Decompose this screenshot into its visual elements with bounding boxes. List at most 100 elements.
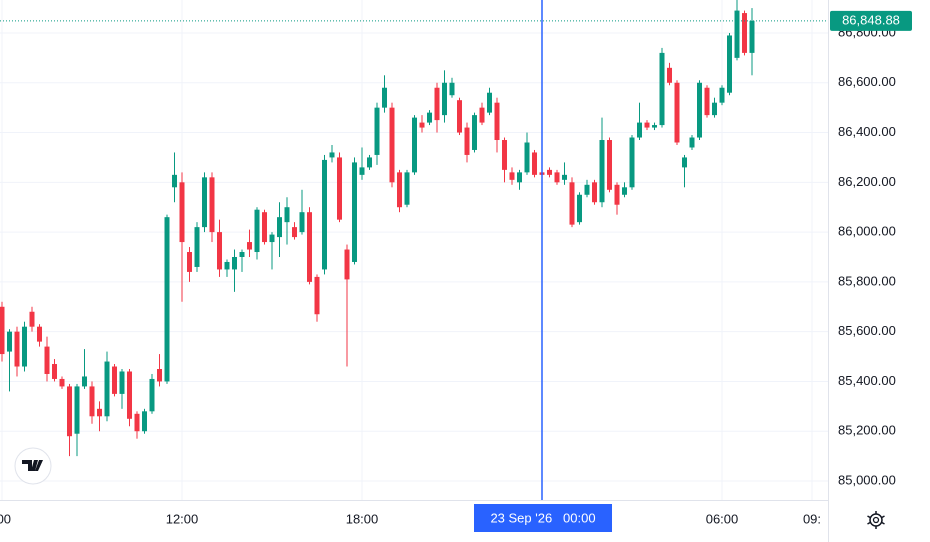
candle-body	[277, 217, 283, 238]
candle-body	[329, 152, 335, 158]
candle-body	[554, 172, 560, 183]
candle-body	[704, 87, 710, 116]
candle-body	[217, 232, 223, 270]
y-tick-label: 85,400.00	[838, 373, 896, 388]
candle-body	[134, 413, 140, 432]
candle-body	[674, 82, 680, 143]
candle-body	[22, 326, 28, 367]
x-tick-label: 12:00	[166, 511, 199, 526]
candle-body	[412, 117, 418, 173]
y-tick-label: 85,000.00	[838, 472, 896, 487]
candle-body	[262, 212, 268, 243]
candle-body	[569, 182, 575, 225]
candle-body	[532, 152, 538, 175]
candle-body	[292, 227, 298, 238]
candle-body	[599, 140, 605, 203]
y-tick-label: 85,200.00	[838, 423, 896, 438]
candle-body	[719, 87, 725, 103]
candle-body	[104, 361, 110, 417]
candle-body	[0, 306, 5, 355]
last-price-label: 86,848.88	[842, 12, 900, 27]
candle-body	[667, 67, 673, 83]
candle-body	[224, 261, 230, 270]
y-tick-label: 86,000.00	[838, 224, 896, 239]
candle-body	[44, 346, 50, 374]
candle-body	[52, 364, 58, 379]
candle-body	[29, 311, 35, 327]
candle-body	[284, 207, 290, 223]
candle-body	[269, 234, 275, 243]
candle-body	[637, 122, 643, 138]
candle-body	[232, 256, 238, 270]
candle-body	[397, 172, 403, 208]
logo-glyph	[22, 460, 43, 471]
tv-logo	[14, 447, 52, 485]
candle-body	[689, 137, 695, 148]
candle-body	[74, 386, 80, 434]
candle-body	[659, 52, 665, 126]
y-tick-label: 86,600.00	[838, 74, 896, 89]
candle-body	[449, 82, 455, 96]
candle-body	[59, 378, 65, 387]
candle-body	[239, 252, 245, 257]
candle-body	[299, 212, 305, 233]
candle-body	[442, 82, 448, 116]
candle-body	[749, 20, 755, 53]
candle-body	[359, 167, 365, 175]
candle-body	[254, 209, 260, 253]
y-tick-label: 85,800.00	[838, 273, 896, 288]
candle-body	[457, 100, 463, 133]
candle-body	[607, 140, 613, 190]
candle-body	[629, 137, 635, 188]
y-tick-label: 85,600.00	[838, 323, 896, 338]
x-tick-label: 09:	[803, 511, 821, 526]
candle-body	[247, 242, 253, 250]
candle-body	[734, 10, 740, 58]
candle-body	[727, 35, 733, 93]
candle-body	[682, 157, 688, 168]
candle-body	[352, 162, 358, 262]
candle-body	[202, 177, 208, 228]
candle-body	[652, 125, 658, 128]
candle-body	[89, 386, 95, 417]
candle-body	[517, 172, 523, 183]
candle-body	[494, 102, 500, 141]
candle-body	[712, 102, 718, 116]
candle-body	[614, 184, 620, 205]
candle-body	[464, 127, 470, 155]
candle-body	[164, 217, 170, 382]
candle-body	[179, 182, 185, 243]
crosshair-box	[474, 504, 613, 532]
candle-body	[374, 107, 380, 155]
candle-body	[67, 386, 73, 437]
candle-body	[127, 371, 133, 419]
candle-body	[119, 371, 125, 394]
candle-body	[472, 115, 478, 150]
candle-body	[307, 212, 313, 282]
candle-body	[434, 87, 440, 121]
candle-body	[337, 157, 343, 220]
candle-body	[172, 174, 178, 188]
candle-body	[419, 122, 425, 128]
candle-body	[82, 376, 88, 387]
candle-body	[547, 169, 553, 175]
candle-body	[562, 174, 568, 180]
candle-body	[149, 378, 155, 412]
settings-icon[interactable]	[867, 511, 885, 529]
gear-teeth	[867, 511, 885, 529]
candle-body	[142, 411, 148, 432]
candle-body	[157, 369, 163, 382]
x-tick-label: 18:00	[346, 511, 379, 526]
last-price-box	[830, 10, 912, 31]
candle-body	[524, 142, 530, 173]
candle-body	[404, 172, 410, 205]
candle-body	[314, 276, 320, 315]
candle-body	[382, 87, 388, 108]
candle-body	[622, 187, 628, 195]
candle-body	[502, 140, 508, 170]
candle-body	[367, 157, 373, 168]
candle-body	[344, 249, 350, 280]
candle-body	[37, 326, 43, 342]
x-tick-label: 06:00	[706, 511, 739, 526]
